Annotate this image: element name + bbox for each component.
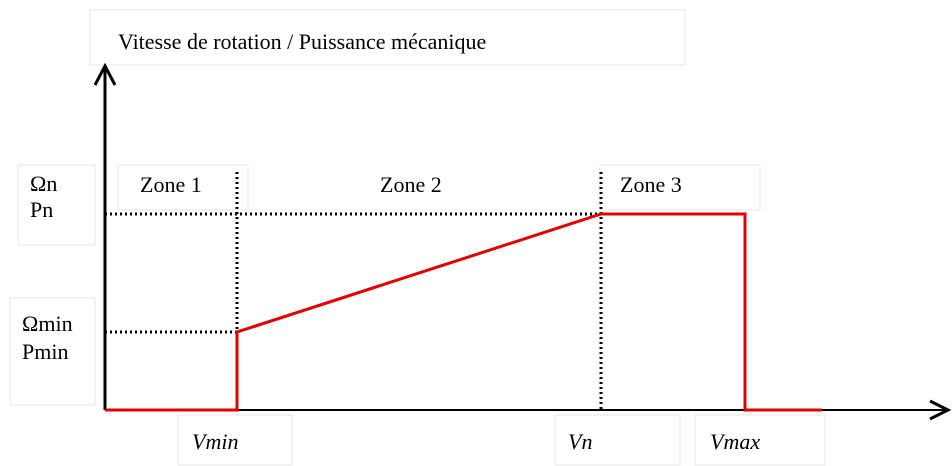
label-box — [554, 414, 681, 466]
x-label: Vn — [568, 429, 592, 454]
label-box — [17, 164, 96, 246]
y-label: Ωn — [30, 171, 57, 196]
label-box — [177, 414, 293, 466]
y-label: Ωmin — [22, 311, 73, 336]
arrow-head — [929, 399, 952, 421]
zone-label: Zone 2 — [380, 172, 442, 197]
title: Vitesse de rotation / Puissance mécaniqu… — [118, 29, 486, 54]
label-box — [9, 297, 96, 406]
y-label: Pn — [30, 197, 53, 222]
zone-label: Zone 3 — [620, 172, 682, 197]
label-box — [694, 414, 826, 466]
title-box — [89, 9, 686, 66]
curve — [105, 212, 822, 412]
x-label: Vmin — [192, 429, 238, 454]
label-box — [117, 164, 249, 211]
x-label: Vmax — [710, 429, 760, 454]
zone-label: Zone 1 — [140, 172, 202, 197]
y-label: Pmin — [22, 339, 68, 364]
arrow-head — [93, 62, 117, 86]
